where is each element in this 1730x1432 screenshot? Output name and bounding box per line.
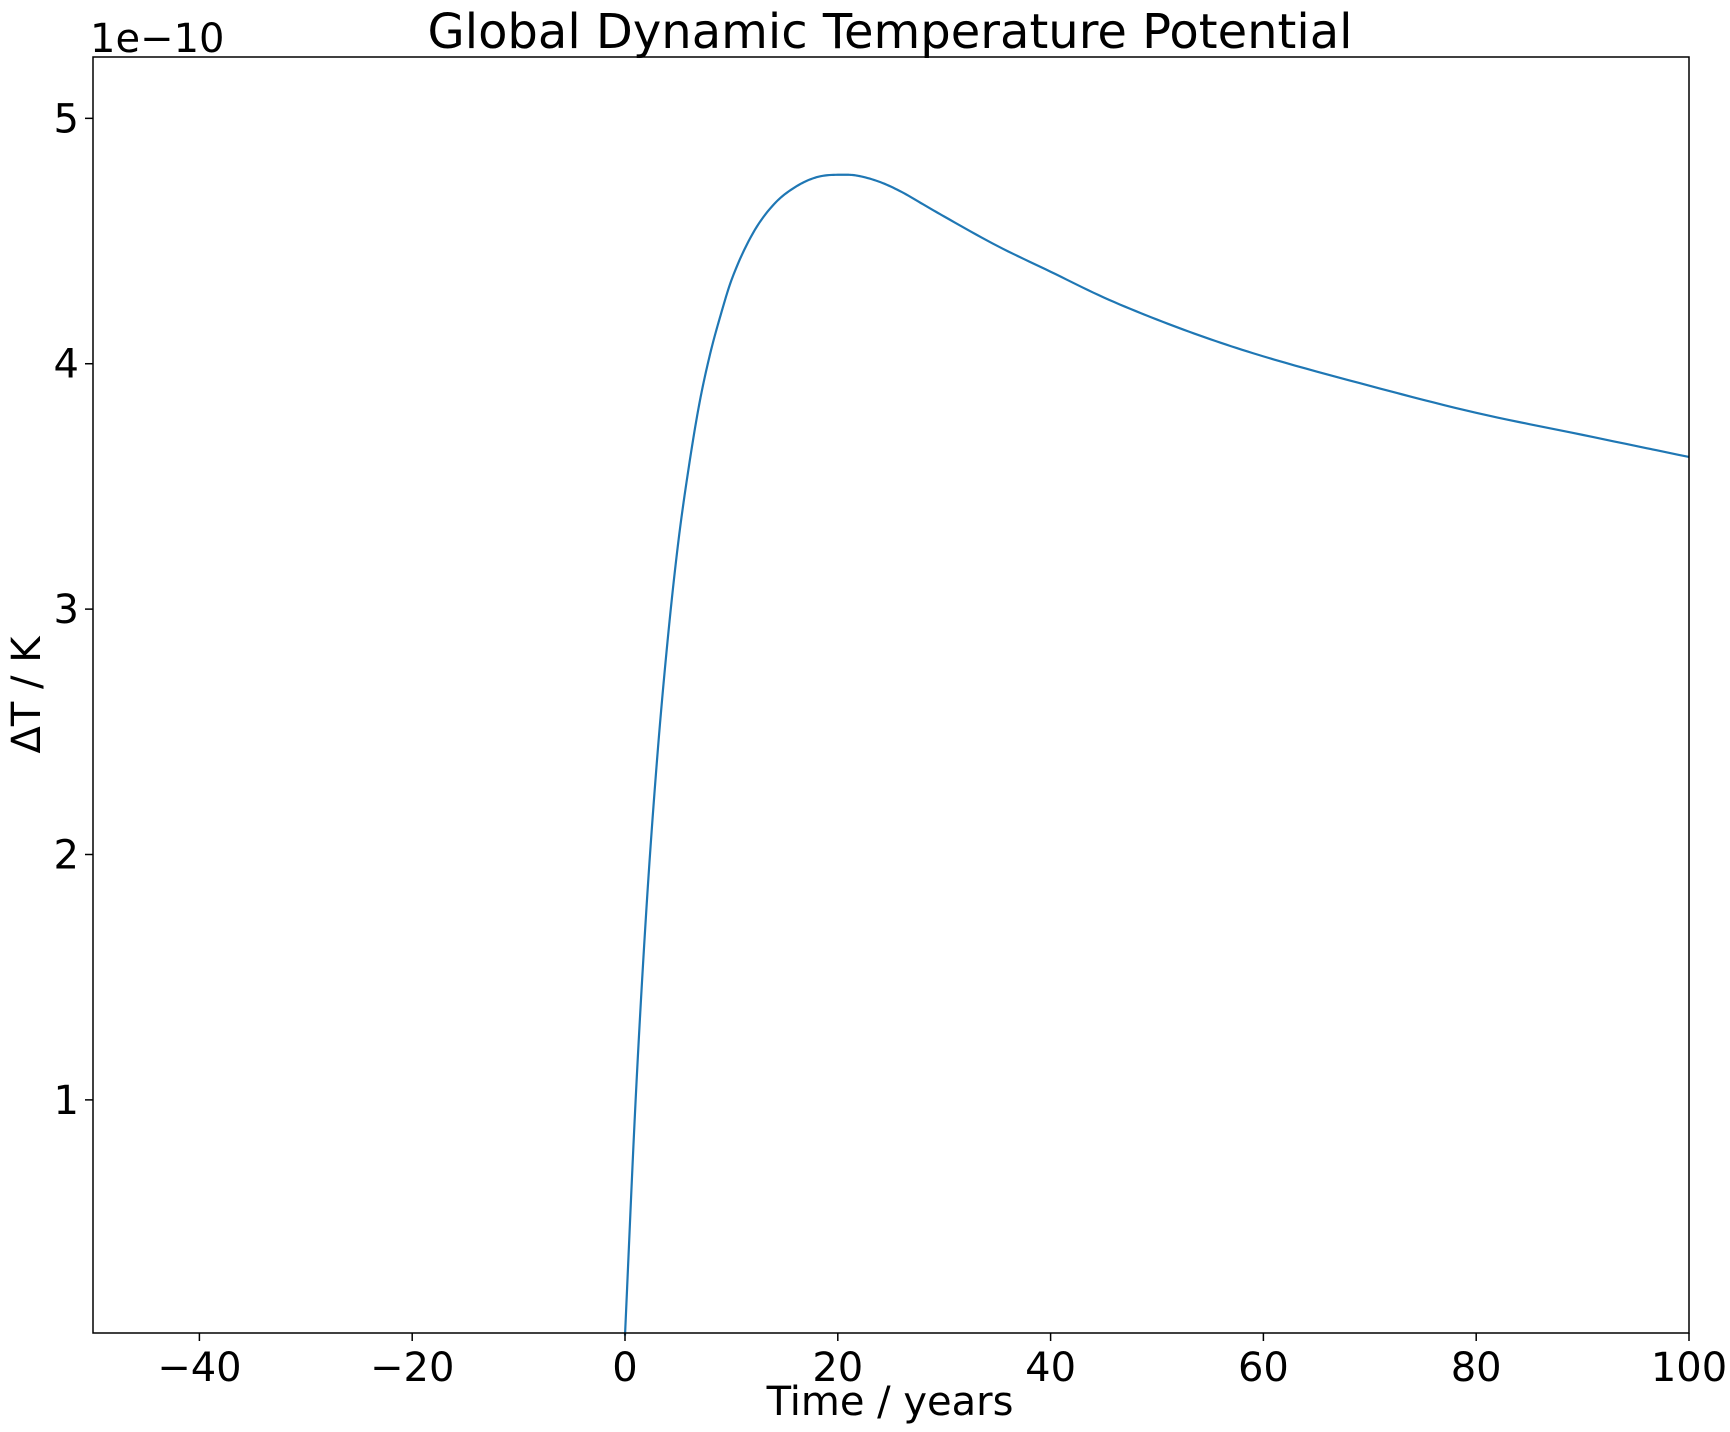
series-line (623, 173, 1690, 1336)
y-tick-label: 4 (54, 342, 79, 388)
x-tick-label: 40 (1025, 1345, 1076, 1391)
x-tick-label: 100 (1651, 1345, 1727, 1391)
x-tick-label: 80 (1451, 1345, 1502, 1391)
x-axis-label: Time / years (766, 1379, 1014, 1425)
x-tick-label: −40 (157, 1345, 241, 1391)
x-axis: −40 −20 0 20 40 60 80 100 (157, 1333, 1727, 1391)
y-tick-label: 5 (54, 96, 79, 142)
y-axis-label: ΔT / K (4, 635, 50, 754)
y-offset-label: 1e−10 (90, 16, 224, 62)
chart-title: Global Dynamic Temperature Potential (428, 4, 1353, 60)
y-axis: 1 2 3 4 5 (54, 96, 93, 1124)
plot-frame (92, 56, 1690, 1334)
x-tick-label: −20 (370, 1345, 454, 1391)
y-tick-label: 3 (54, 587, 79, 633)
x-tick-label: 0 (612, 1345, 637, 1391)
y-tick-label: 1 (54, 1078, 79, 1124)
y-tick-label: 2 (54, 833, 79, 879)
x-tick-label: 20 (812, 1345, 863, 1391)
x-tick-label: 60 (1238, 1345, 1289, 1391)
plot-area (623, 173, 1690, 1336)
